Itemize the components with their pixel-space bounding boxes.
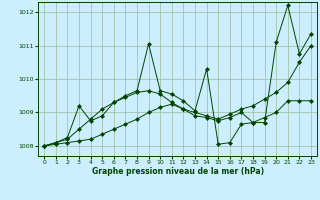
X-axis label: Graphe pression niveau de la mer (hPa): Graphe pression niveau de la mer (hPa) <box>92 167 264 176</box>
